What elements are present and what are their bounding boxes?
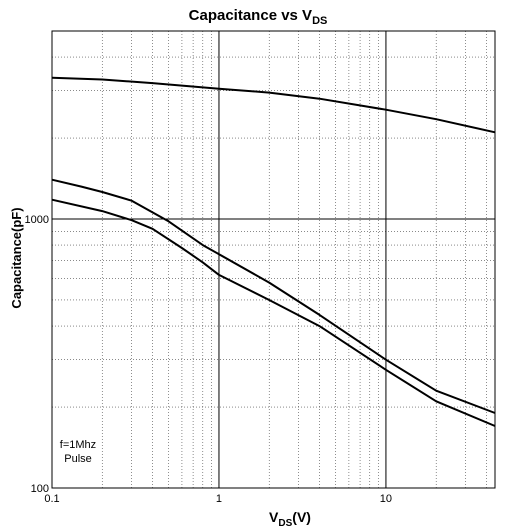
annotation-line-2: Pulse — [64, 453, 92, 465]
series-line-1 — [51, 76, 496, 134]
y-tick-labels: 100 1000 — [25, 214, 49, 495]
y-axis-label: Capacitance(pF) — [9, 207, 24, 308]
x-tick-label: 10 — [380, 493, 392, 505]
x-tick-labels: 0.1 1 10 — [44, 493, 392, 505]
y-tick-label: 1000 — [25, 214, 49, 226]
series-line-3 — [51, 198, 496, 427]
y-tick-label: 100 — [31, 483, 49, 495]
plot-area — [51, 30, 496, 489]
x-axis-label: VDS(V) — [269, 509, 311, 529]
x-tick-label: 1 — [216, 493, 222, 505]
series-layer — [51, 76, 496, 427]
x-tick-label: 0.1 — [44, 493, 59, 505]
minor-grid — [52, 30, 495, 488]
annotation-line-1: f=1Mhz — [60, 439, 96, 451]
major-grid — [51, 31, 495, 489]
series-line-2 — [51, 178, 496, 414]
chart-title: Capacitance vs VDS — [189, 7, 328, 27]
